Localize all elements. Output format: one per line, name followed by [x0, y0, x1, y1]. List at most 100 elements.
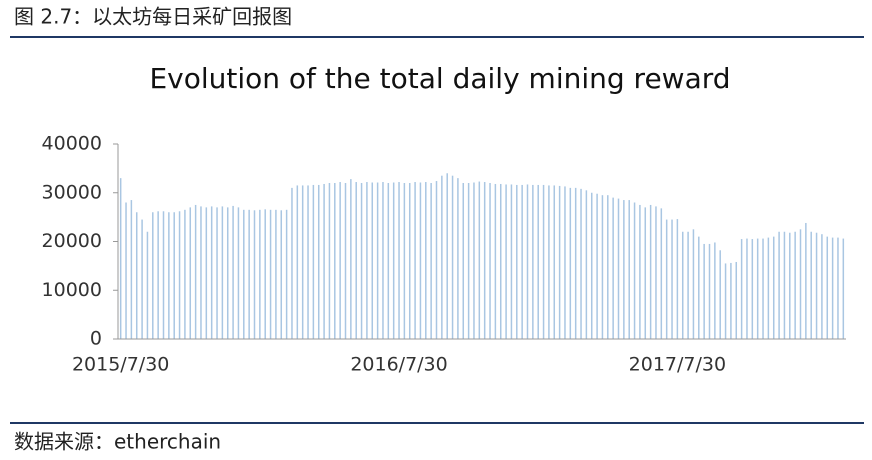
bar [478, 181, 481, 339]
bar [157, 211, 159, 339]
bar [537, 184, 539, 339]
bar [623, 200, 625, 339]
bar [419, 182, 422, 339]
bar [607, 195, 609, 339]
bar [355, 182, 357, 339]
bar [703, 243, 705, 339]
bar [778, 231, 780, 339]
bar [762, 238, 764, 339]
bar [692, 229, 695, 339]
bar [253, 210, 256, 339]
bar [649, 204, 652, 339]
bar [344, 183, 347, 339]
bar [628, 200, 630, 339]
bar [312, 184, 315, 339]
bar [767, 237, 770, 339]
bar [751, 239, 754, 339]
bar [146, 231, 149, 339]
x-tick-label: 2015/7/30 [72, 354, 169, 376]
bar [837, 237, 839, 339]
bar [746, 238, 748, 339]
bar [473, 182, 475, 339]
bar [772, 236, 775, 339]
bar [130, 200, 133, 339]
bar [350, 179, 352, 339]
bar [601, 195, 604, 339]
bar [221, 206, 224, 339]
bar [660, 208, 663, 339]
bar [430, 183, 432, 339]
bar [526, 184, 529, 339]
bar [574, 187, 577, 339]
bar [826, 236, 829, 339]
bar [585, 190, 588, 339]
bar [462, 183, 465, 339]
y-tick-label: 0 [90, 328, 102, 350]
bar [714, 242, 716, 339]
bar [280, 210, 283, 339]
bar [119, 178, 122, 339]
bar [226, 207, 229, 339]
bar [783, 231, 786, 339]
bar [446, 173, 448, 339]
bar [360, 183, 363, 339]
bar [505, 184, 507, 339]
bar [451, 175, 454, 339]
bar [414, 182, 416, 339]
bar [392, 182, 395, 339]
bar [740, 239, 743, 339]
bar [467, 183, 470, 339]
y-tick-label: 10000 [42, 279, 102, 301]
x-tick-label: 2017/7/30 [629, 354, 726, 376]
bar [285, 209, 288, 339]
bar [387, 183, 390, 339]
bar [708, 243, 711, 339]
bar [398, 182, 400, 339]
bar [328, 183, 331, 339]
bar [671, 219, 673, 339]
bar [698, 236, 700, 339]
bar [243, 209, 245, 339]
bar [612, 197, 614, 339]
bar [548, 185, 550, 339]
bar [580, 188, 582, 339]
bar [232, 205, 234, 339]
bar [542, 184, 545, 339]
bar [633, 202, 636, 339]
bar [810, 231, 812, 339]
bar [376, 182, 379, 339]
bar [425, 182, 427, 339]
bar [317, 184, 320, 339]
y-tick-label: 20000 [42, 230, 102, 252]
bar [173, 212, 175, 339]
bar [162, 211, 165, 339]
bar [794, 231, 796, 339]
bar [724, 263, 727, 339]
bar [842, 238, 845, 339]
bar [259, 209, 261, 339]
bar [719, 250, 721, 339]
bar [596, 193, 598, 339]
bar [382, 182, 384, 339]
bar [483, 182, 486, 339]
source: 数据来源：etherchain [14, 430, 221, 454]
bar [200, 206, 202, 339]
bar [269, 209, 272, 339]
bar [323, 183, 325, 339]
bar [339, 182, 341, 339]
bar [248, 209, 250, 339]
bar [821, 234, 823, 339]
bar [457, 178, 459, 339]
bar [617, 198, 620, 339]
bar [403, 183, 406, 339]
bar [168, 212, 170, 339]
bar [831, 237, 834, 339]
bar [307, 185, 309, 339]
bar [178, 211, 181, 339]
bar [590, 192, 593, 339]
bar [516, 184, 518, 339]
bar [189, 207, 192, 339]
bar [569, 187, 572, 339]
bar [296, 185, 299, 339]
